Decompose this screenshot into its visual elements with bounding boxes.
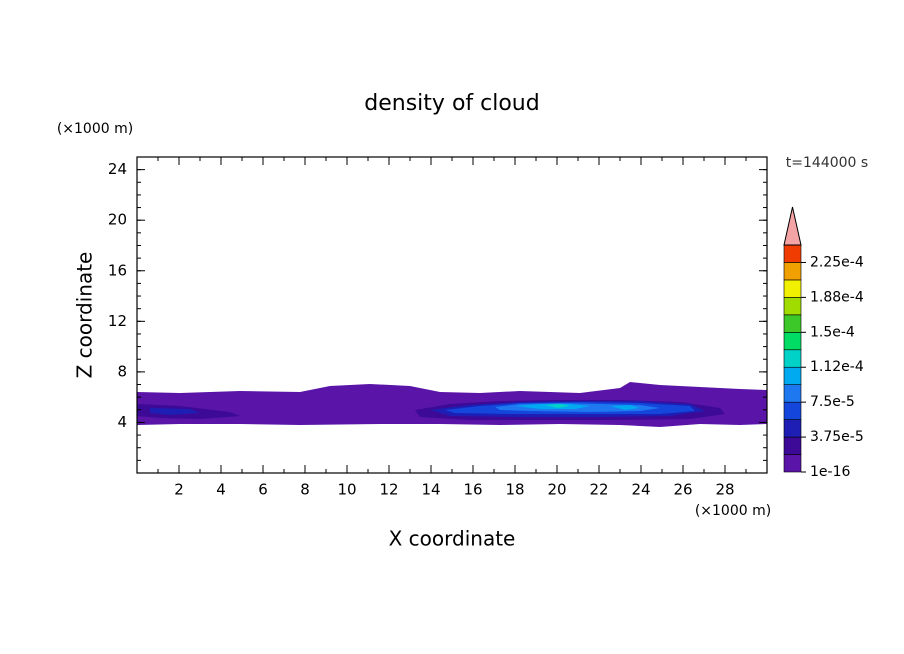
x-tick-label: 6	[258, 481, 268, 499]
x-unit: (×1000 m)	[695, 503, 771, 519]
x-tick-label: 26	[673, 481, 692, 499]
colorbar-band	[783, 366, 802, 385]
y-tick-label: 24	[108, 160, 127, 178]
colorbar-extend	[783, 206, 802, 246]
x-tick-label: 20	[547, 481, 566, 499]
y-tick-label: 12	[108, 312, 127, 330]
colorbar-band	[783, 262, 802, 281]
y-tick-label: 16	[108, 261, 127, 279]
y-unit: (×1000 m)	[57, 121, 133, 137]
y-tick-label: 4	[117, 413, 127, 431]
colorbar-tick-label: 7.5e-5	[810, 394, 855, 410]
x-tick-label: 24	[631, 481, 650, 499]
time-label: t=144000 s	[786, 155, 868, 171]
y-tick-label: 8	[117, 362, 127, 380]
x-tick-label: 18	[505, 481, 524, 499]
x-tick-label: 16	[463, 481, 482, 499]
x-tick-label: 10	[337, 481, 356, 499]
colorbar-band	[783, 384, 802, 403]
colorbar-tick-label: 1.88e-4	[810, 289, 864, 305]
contour-region	[515, 404, 640, 410]
colorbar-band	[783, 349, 802, 368]
colorbar-band	[783, 419, 802, 438]
x-tick-label: 22	[589, 481, 608, 499]
colorbar-tick-label: 1e-16	[810, 464, 850, 480]
y-axis-label: Z coordinate	[73, 252, 97, 379]
colorbar-tick-label: 1.12e-4	[810, 359, 864, 375]
x-tick-label: 12	[379, 481, 398, 499]
colorbar-tick-label: 2.25e-4	[810, 254, 864, 270]
y-tick-label: 20	[108, 211, 127, 229]
x-tick-label: 2	[174, 481, 184, 499]
x-tick-label: 8	[300, 481, 310, 499]
contour-region	[545, 404, 570, 408]
colorbar-band	[783, 436, 802, 455]
x-tick-label: 4	[216, 481, 226, 499]
colorbar-band	[783, 314, 802, 333]
x-tick-label: 14	[421, 481, 440, 499]
colorbar-band	[783, 244, 802, 263]
colorbar-tick-label: 1.5e-4	[810, 324, 855, 340]
chart-title: density of cloud	[364, 91, 539, 116]
colorbar-band	[783, 401, 802, 420]
colorbar-band	[783, 332, 802, 351]
colorbar-band	[783, 454, 802, 473]
colorbar-band	[783, 279, 802, 298]
x-axis-label: X coordinate	[389, 527, 516, 551]
x-tick-label: 28	[715, 481, 734, 499]
colorbar-band	[783, 297, 802, 316]
colorbar-tick-label: 3.75e-5	[810, 429, 864, 445]
